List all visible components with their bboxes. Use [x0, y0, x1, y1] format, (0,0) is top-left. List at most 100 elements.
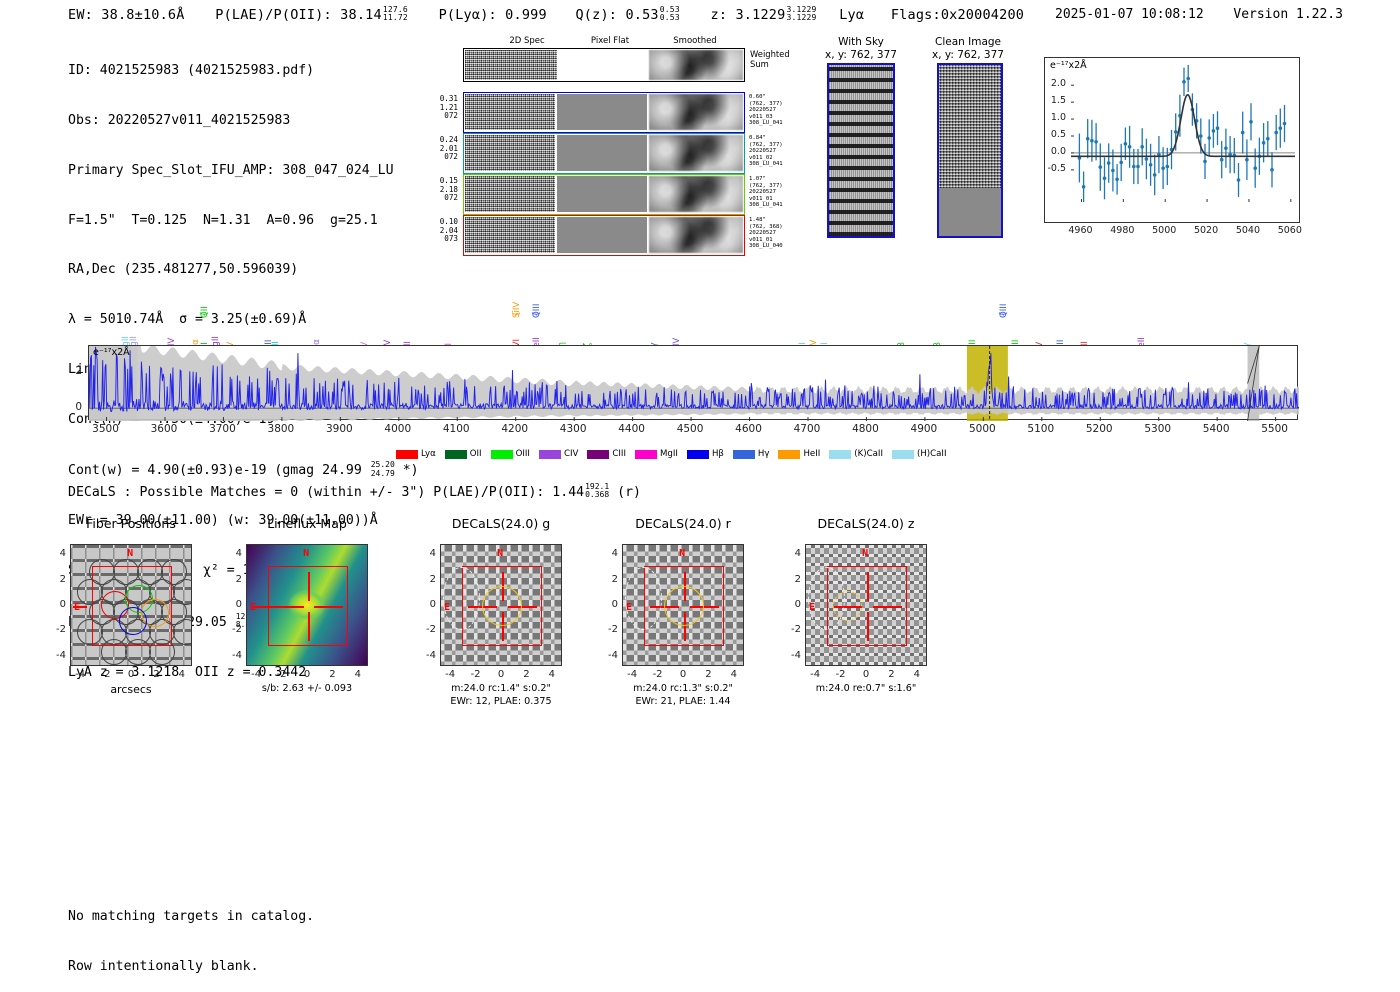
emission-plot-y-tick: 2.0 — [1050, 78, 1066, 90]
weighted-sum-strip — [463, 48, 745, 82]
fiber-left-label: 0.15 2.18 072 — [439, 176, 458, 203]
col-title-pixelflat: Pixel Flat — [590, 36, 630, 46]
legend-item: Lyα — [396, 449, 436, 459]
emission-plot-x-tick: 5060 — [1277, 225, 1302, 236]
crosshair-right — [690, 606, 720, 608]
fiber-circle — [77, 619, 103, 645]
legend-swatch — [396, 449, 418, 459]
cutout-y-tick: 0 — [794, 599, 801, 610]
legend-item: (H)CaII — [891, 449, 947, 459]
header-line-name: Lyα — [839, 6, 865, 23]
compass-north-label: N — [679, 548, 686, 559]
clean-image-image — [937, 63, 1003, 238]
info-line-obs: Obs: 20220527v011_4021525983 — [68, 112, 291, 128]
emission-plot-x-tick: 4980 — [1110, 225, 1135, 236]
aperture-box — [267, 565, 349, 647]
info-line-redshifts: LyA z = 3.1218 OII z = 0.3442 — [68, 664, 307, 680]
clean-image-title: Clean Image — [934, 36, 1002, 48]
emission-plot-x-tick: 5020 — [1193, 225, 1219, 236]
fiber-smoothed-image — [649, 135, 743, 171]
weighted-sum-label: Weighted Sum — [750, 49, 790, 69]
footer-line-2: Row intentionally blank. — [68, 958, 259, 974]
legend-item: CIV — [538, 449, 579, 459]
spectrum-y-tick: 2 — [75, 364, 82, 377]
spectrum-line-label: OIII — [532, 303, 543, 318]
spectrum-x-tick: 3900 — [325, 423, 353, 435]
spectrum-x-tick: 3500 — [92, 423, 119, 435]
cutout-y-tick: -4 — [426, 649, 436, 661]
emission-plot-x-tick: 5040 — [1235, 225, 1261, 236]
spectrum-x-tick: 4300 — [559, 423, 587, 435]
cutout-y-tick: -2 — [232, 624, 242, 636]
cutout-x-tick: 2 — [523, 669, 530, 680]
compass-north-label: N — [497, 548, 504, 559]
cutout-title: Lineflux Map — [267, 516, 347, 531]
cutout-footnote: s/b: 2.63 +/- 0.093 — [261, 683, 353, 694]
cutout-x-tick: -2 — [652, 669, 663, 680]
spectrum-x-tick: 4900 — [910, 423, 938, 435]
spectrum-line-label: OII — [200, 306, 211, 318]
cutout-y-tick: 4 — [429, 548, 436, 560]
weighted-sum-pixelflat-image — [559, 50, 647, 80]
legend-swatch — [490, 449, 513, 459]
info-line-radec: RA,Dec (235.481277,50.596039) — [68, 262, 299, 278]
legend-label: CIV — [563, 449, 579, 459]
legend-label: HeII — [803, 449, 821, 459]
spectrum-legend: Lyα OII OIII CIV CIII MgII Hβ Hγ HeII (K)CaII (H)C… — [396, 449, 951, 459]
fiber-right-label: 1.07" (762, 377) 20220527 v011_01 308_LU… — [749, 176, 783, 209]
header-qz-label: Q(z): 0.53 — [575, 6, 659, 23]
cutout-x-tick: 2 — [153, 669, 160, 680]
fiber-circle — [101, 639, 127, 665]
fiber-left-label: 0.10 2.04 073 — [439, 217, 458, 244]
header-z-label: z: 3.1229 — [710, 6, 786, 23]
detection-info-block: ID: 4021525983 (4021525983.pdf) Obs: 202… — [68, 30, 419, 698]
cutout-x-tick: -4 — [627, 669, 638, 680]
fiber-smoothed-image — [649, 217, 743, 253]
info-line-id: ID: 4021525983 (4021525983.pdf) — [68, 63, 315, 79]
cutout-y-tick: -4 — [232, 649, 242, 661]
center-cross-horizontal — [73, 606, 87, 608]
emission-line-plot: e⁻¹⁷x2Å — [1044, 57, 1300, 223]
cutout-y-tick: 0 — [235, 599, 242, 610]
spectrum-line-label: OIII — [998, 303, 1009, 318]
emission-plot-y-tick: 1.0 — [1050, 112, 1066, 124]
crosshair-right — [508, 606, 538, 608]
cutout-title: Fiber Positions — [86, 516, 176, 531]
spectrum-x-tick: 4700 — [793, 423, 821, 435]
fiber-left-label: 0.24 2.01 072 — [439, 135, 458, 162]
fiber-rows-container — [463, 92, 745, 256]
legend-label: OII — [469, 449, 482, 459]
fiber-circle — [149, 639, 175, 665]
legend-item: OIII — [490, 449, 530, 459]
spectrum-x-tick: 3800 — [267, 423, 295, 435]
spectrum-x-tick: 4500 — [676, 423, 704, 435]
emission-plot-y-tick: 0.5 — [1050, 129, 1066, 140]
spectrum-x-tick: 5100 — [1027, 423, 1055, 435]
header-z-range: 3.1229 3.1229 — [786, 5, 817, 23]
cutout-title: DECaLS(24.0) g — [451, 516, 551, 531]
emission-line-plot-units: e⁻¹⁷x2Å — [1050, 60, 1087, 71]
fiber-2dspec-image — [465, 176, 555, 212]
cutout-x-tick: -2 — [470, 669, 481, 680]
neighbor-ellipse — [625, 566, 663, 631]
header-qz-range: 0.53 0.53 — [659, 5, 680, 23]
decals-plae-range: 192.1 0.368 — [585, 482, 610, 500]
cutout-y-tick: 4 — [59, 548, 66, 560]
fiber-row — [463, 215, 745, 256]
decals-summary-text: DECaLS : Possible Matches = 0 (within +/… — [68, 484, 585, 500]
fiber-circle — [173, 619, 191, 645]
fiber-row — [463, 92, 745, 133]
spectrum-x-tick: 3600 — [150, 423, 178, 435]
spectrum-x-tick: 5300 — [1144, 423, 1172, 435]
spectrum-x-tick: 5400 — [1202, 423, 1230, 435]
fiber-pixelflat-image — [557, 94, 647, 130]
cutout-x-tick: 2 — [329, 669, 336, 680]
compass-north-label: N — [862, 548, 869, 559]
clean-image-masked-strip — [939, 188, 1001, 236]
legend-swatch — [891, 449, 914, 459]
